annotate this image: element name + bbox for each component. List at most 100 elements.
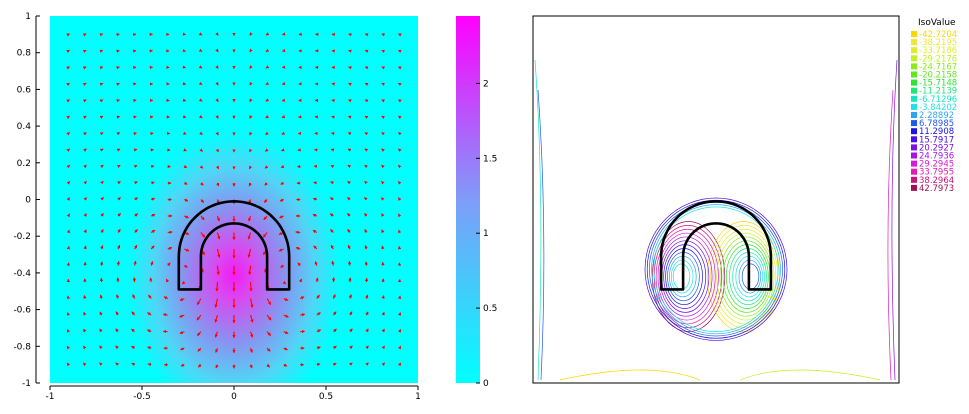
velocity-arrow	[281, 148, 285, 152]
velocity-arrow	[381, 213, 385, 217]
velocity-arrow	[133, 148, 138, 152]
velocity-arrow	[66, 345, 71, 350]
velocity-arrow	[198, 65, 203, 69]
velocity-arrow	[398, 49, 402, 54]
legend-swatch	[911, 63, 917, 70]
velocity-arrow	[83, 229, 87, 233]
velocity-arrow	[381, 197, 385, 201]
velocity-arrow	[265, 148, 269, 152]
velocity-arrow	[331, 260, 335, 266]
velocity-arrow	[99, 132, 104, 136]
legend-label: -6.71296	[919, 95, 957, 105]
colorbar-tick-label: 1	[483, 229, 489, 239]
velocity-arrow	[180, 363, 185, 367]
velocity-arrow	[151, 181, 155, 185]
velocity-arrow	[99, 294, 103, 299]
velocity-arrow	[279, 215, 284, 219]
velocity-arrow	[182, 115, 187, 119]
velocity-arrow	[316, 294, 320, 299]
velocity-arrow	[83, 362, 87, 367]
velocity-arrow	[347, 244, 351, 250]
velocity-arrow	[398, 213, 402, 218]
velocity-arrow	[365, 362, 369, 366]
y-tick-label: -1	[22, 379, 31, 389]
legend-swatch	[911, 184, 917, 191]
velocity-arrow	[179, 297, 185, 301]
velocity-arrow	[66, 99, 70, 103]
x-tick-label: -1	[46, 392, 55, 402]
velocity-arrow	[297, 262, 301, 267]
velocity-arrow	[397, 362, 402, 367]
velocity-arrow	[249, 282, 253, 292]
velocity-arrow	[100, 213, 104, 217]
velocity-arrow	[264, 182, 268, 186]
velocity-arrow	[248, 215, 252, 222]
velocity-arrow	[316, 346, 321, 350]
velocity-arrow	[215, 131, 219, 136]
velocity-arrow	[66, 82, 70, 87]
velocity-arrow	[150, 261, 154, 266]
velocity-arrow	[283, 330, 289, 334]
velocity-arrow	[215, 165, 220, 170]
velocity-arrow	[131, 328, 135, 333]
velocity-arrow	[247, 248, 252, 258]
velocity-arrow	[283, 297, 289, 301]
velocity-arrow	[115, 345, 119, 350]
velocity-arrow	[115, 328, 119, 333]
colorbar: 0 0.5 1 1.5 2	[456, 16, 497, 389]
velocity-arrow	[99, 115, 104, 119]
velocity-arrow	[116, 164, 121, 169]
velocity-arrow	[66, 229, 70, 234]
velocity-arrow	[66, 362, 71, 367]
contour-plot-frame	[532, 15, 900, 384]
velocity-arrow	[282, 280, 287, 285]
velocity-arrow	[397, 181, 402, 185]
legend-swatch	[911, 136, 917, 143]
velocity-arrow	[283, 314, 289, 318]
velocity-arrow	[215, 65, 219, 69]
velocity-arrow	[66, 49, 70, 54]
velocity-arrow	[347, 228, 351, 233]
velocity-arrow	[99, 328, 103, 333]
velocity-arrow	[215, 115, 219, 119]
velocity-arrow	[134, 229, 138, 233]
velocity-arrow	[250, 298, 254, 308]
velocity-arrow	[364, 148, 369, 152]
velocity-arrow	[347, 181, 351, 185]
x-tick-label: 0.5	[319, 392, 333, 402]
velocity-arrow	[249, 347, 253, 353]
velocity-arrow	[66, 132, 70, 136]
velocity-arrow	[266, 331, 272, 337]
velocity-arrow	[280, 181, 284, 185]
velocity-arrow	[248, 265, 252, 276]
velocity-arrow	[381, 115, 386, 120]
legend-label: 20.2927	[919, 143, 954, 153]
velocity-arrow	[295, 246, 301, 251]
velocity-arrow	[66, 312, 71, 316]
legend-label: -38.2195	[919, 38, 957, 48]
velocity-arrow	[348, 294, 352, 299]
velocity-arrow	[381, 82, 386, 87]
velocity-arrow	[312, 213, 318, 218]
velocity-arrow	[83, 294, 87, 299]
legend-swatch	[911, 128, 917, 135]
velocity-arrow	[116, 132, 121, 136]
velocity-arrow	[398, 33, 402, 37]
left-axes: 1 0.8 0.6 0.4 0.2 0 -0.2 -0.4 -0.6 -0.8 -1 -1 -0.5 0 0…	[13, 12, 420, 402]
velocity-arrow	[66, 148, 70, 152]
y-tick-label: -0.2	[13, 232, 31, 242]
velocity-arrow	[198, 32, 203, 36]
velocity-arrow	[263, 215, 268, 221]
velocity-arrow	[147, 362, 152, 367]
velocity-arrow	[313, 245, 318, 250]
velocity-arrow	[215, 48, 219, 53]
velocity-arrow	[298, 278, 303, 283]
velocity-arrow	[134, 213, 139, 217]
velocity-arrow	[381, 99, 386, 103]
velocity-arrow	[198, 364, 202, 368]
velocity-arrow	[265, 114, 270, 119]
velocity-arrow	[134, 181, 138, 185]
x-tick-label: -0.5	[133, 392, 151, 402]
velocity-arrow	[365, 345, 369, 350]
velocity-arrow	[115, 362, 119, 366]
